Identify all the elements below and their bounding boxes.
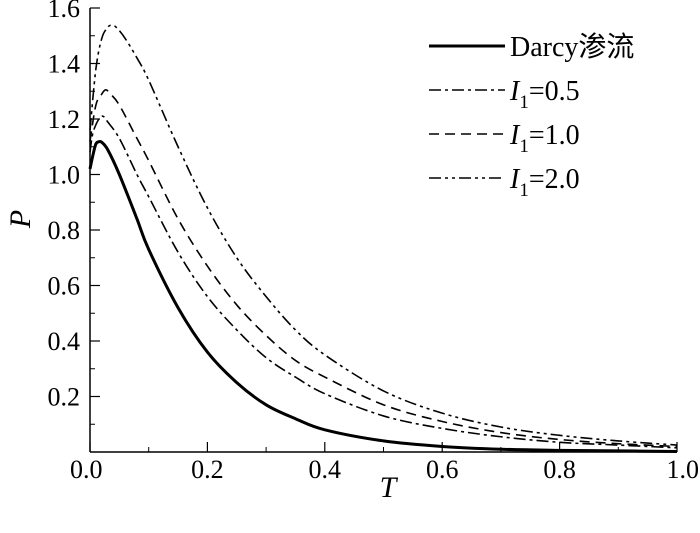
y-tick-label: 1.2 (48, 105, 81, 134)
x-tick-label: 1.0 (667, 455, 700, 484)
legend-label: Darcy渗流 (510, 31, 634, 63)
y-axis-label: P (4, 210, 37, 229)
legend-label-subscript: 1 (519, 136, 529, 157)
legend-label-prefix: I (509, 120, 521, 151)
legend-label-prefix: I (509, 76, 521, 107)
y-tick-label: 0.2 (48, 383, 81, 412)
legend-label-suffix: =0.5 (529, 76, 580, 107)
y-tick-label: 1.6 (48, 0, 81, 23)
legend-label-subscript: 1 (519, 92, 529, 113)
axes: 0.0 0.2 0.4 0.6 0.8 1.0 0.2 0.4 0.6 0.8 1.0 1.2 1.4 1… (48, 0, 700, 484)
series-line-i1-0-5 (89, 115, 678, 449)
y-tick-label: 1.4 (48, 50, 81, 79)
y-tick-label: 1.0 (48, 161, 81, 190)
series-line-i1-1-0 (89, 89, 678, 448)
x-tick-label: 0.0 (70, 455, 103, 484)
x-axis-label: T (380, 471, 399, 504)
series-layer (88, 24, 678, 453)
legend-label-suffix: =1.0 (529, 120, 580, 151)
series-line-i1-2-0 (89, 24, 678, 446)
y-tick-label: 0.8 (48, 216, 81, 245)
legend-label-suffix: =2.0 (529, 164, 580, 195)
legend-label-subscript: 1 (519, 180, 529, 201)
y-tick-label: 0.4 (48, 327, 81, 356)
legend-label: I1=1.0 (509, 120, 580, 157)
x-tick-label: 0.2 (191, 455, 224, 484)
legend-label: I1=0.5 (509, 76, 580, 113)
series-line-darcy (88, 139, 678, 453)
legend-label-prefix: I (509, 164, 521, 195)
legend-label: I1=2.0 (509, 164, 580, 201)
x-tick-label: 0.4 (309, 455, 342, 484)
y-tick-label: 0.6 (48, 272, 81, 301)
x-tick-label: 0.8 (543, 455, 576, 484)
x-tick-label: 0.6 (426, 455, 459, 484)
